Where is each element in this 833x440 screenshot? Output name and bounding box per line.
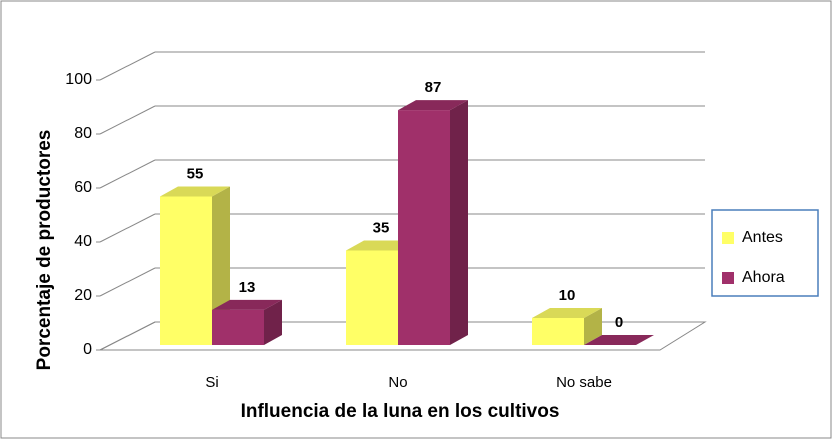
- data-label: 10: [559, 287, 576, 304]
- bar-side: [264, 299, 282, 345]
- bar-top: [398, 100, 468, 111]
- bar-side: [450, 100, 468, 345]
- y-tick-label: 100: [65, 71, 92, 88]
- bar-top: [532, 308, 602, 318]
- bar-top: [584, 335, 654, 345]
- bar: [212, 309, 264, 345]
- legend-label: Antes: [742, 229, 783, 246]
- bar: [398, 110, 450, 345]
- data-label: 87: [425, 79, 442, 96]
- bar-side: [584, 308, 602, 345]
- y-tick-label: 40: [74, 233, 92, 250]
- grid-line: [99, 105, 156, 135]
- bar: [346, 250, 398, 345]
- x-tick-label: No sabe: [556, 374, 612, 391]
- x-tick-label: No: [388, 374, 407, 391]
- data-label: 35: [373, 219, 390, 236]
- grid-line: [99, 267, 156, 297]
- y-tick-label: 80: [74, 125, 92, 142]
- grid-line: [99, 159, 156, 189]
- y-axis-title: Porcentaje de productores: [34, 130, 55, 371]
- grid-line: [99, 213, 156, 243]
- bar-top: [160, 186, 230, 197]
- grid-line: [99, 321, 156, 351]
- bar: [532, 318, 584, 345]
- data-label: 0: [615, 314, 623, 331]
- bar-top: [212, 299, 282, 310]
- grid-line: [99, 51, 156, 81]
- y-tick-label: 0: [83, 341, 92, 358]
- x-axis-title: Influencia de la luna en los cultivos: [241, 401, 560, 422]
- bar: [160, 196, 212, 345]
- y-tick-label: 60: [74, 179, 92, 196]
- data-label: 13: [239, 279, 256, 296]
- legend-swatch: [722, 272, 734, 284]
- legend-label: Ahora: [742, 269, 785, 286]
- legend-swatch: [722, 232, 734, 244]
- y-tick-label: 20: [74, 287, 92, 304]
- x-tick-label: Si: [205, 374, 218, 391]
- data-label: 55: [187, 165, 204, 182]
